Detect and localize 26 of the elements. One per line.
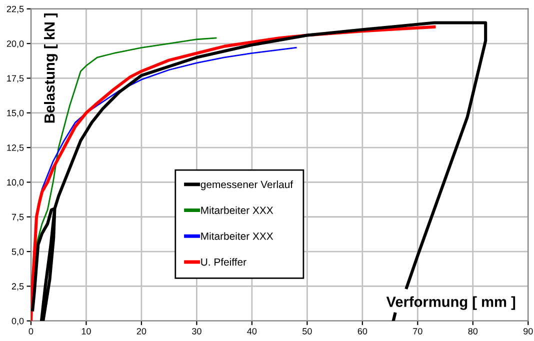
x-tick-label: 40 bbox=[247, 328, 257, 334]
y-tick-label: 2,5 bbox=[12, 283, 24, 291]
x-tick-label: 30 bbox=[192, 328, 202, 334]
y-tick-label: 17,5 bbox=[7, 75, 24, 83]
legend-label: U. Pfeiffer bbox=[201, 258, 246, 266]
x-axis-title: Verformung [ mm ] bbox=[386, 296, 516, 310]
legend-label: gemessener Verlauf bbox=[200, 180, 294, 190]
y-tick-label: 0,0 bbox=[12, 318, 24, 326]
x-tick-label: 0 bbox=[28, 328, 34, 334]
x-tick-label: 60 bbox=[358, 328, 368, 334]
y-tick-label: 12,5 bbox=[7, 144, 24, 152]
legend-label: Mitarbeiter XXX bbox=[201, 206, 274, 214]
x-tick-label: 10 bbox=[82, 328, 91, 334]
y-tick-label: 5,0 bbox=[12, 248, 24, 256]
y-tick-label: 10,0 bbox=[7, 179, 24, 187]
x-tick-label: 20 bbox=[136, 328, 146, 334]
y-tick-label: 7,5 bbox=[12, 214, 24, 222]
x-tick-label: 70 bbox=[413, 328, 422, 334]
x-tick-label: 50 bbox=[302, 328, 312, 334]
y-tick-label: 15,0 bbox=[7, 110, 24, 118]
y-axis-title: Belastung [ kN ] bbox=[44, 13, 58, 123]
y-tick-label: 20,0 bbox=[6, 40, 24, 48]
legend-label: Mitarbeiter XXX bbox=[201, 232, 274, 240]
y-tick-label: 22,5 bbox=[6, 6, 24, 14]
x-tick-label: 80 bbox=[468, 328, 478, 334]
x-tick-label: 90 bbox=[524, 328, 533, 334]
